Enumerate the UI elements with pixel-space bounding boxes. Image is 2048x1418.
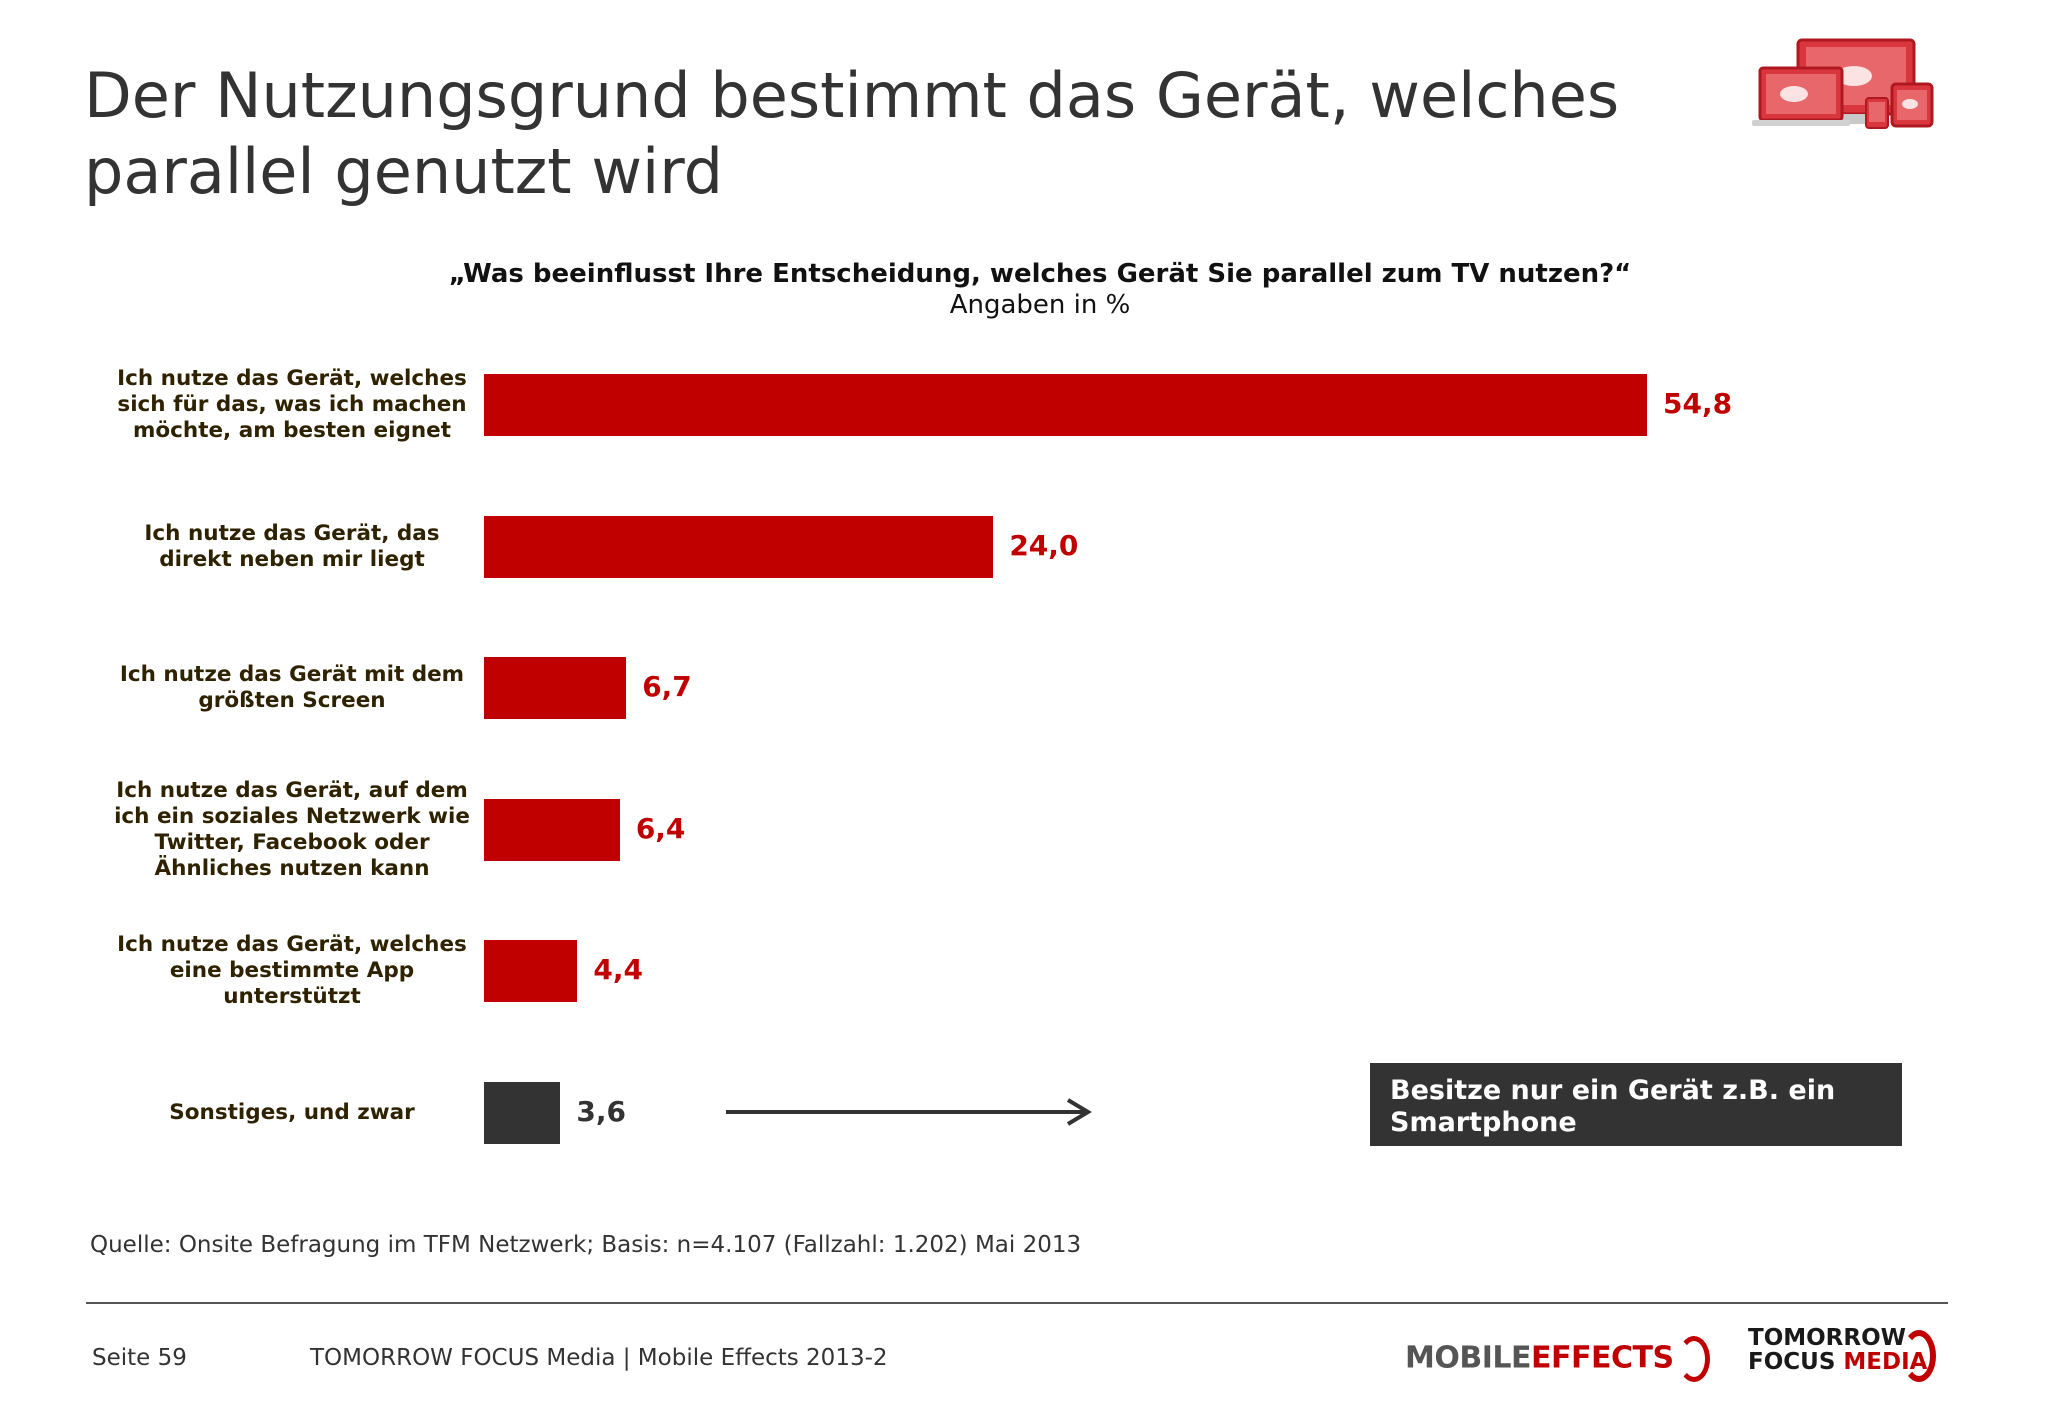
footer-publication: TOMORROW FOCUS Media | Mobile Effects 20… (310, 1345, 888, 1371)
arrow-right-icon (726, 1098, 1092, 1126)
category-label: Ich nutze das Gerät, auf dem ich ein soz… (114, 777, 470, 881)
logo-tomorrow-text: TOMORROW (1748, 1325, 1907, 1351)
footer-divider (86, 1302, 1948, 1304)
logo-effects-text: EFFECTS (1531, 1340, 1674, 1376)
bar (484, 940, 578, 1002)
category-label: Ich nutze das Gerät mit dem größten Scre… (119, 662, 465, 713)
annotation-box: Besitze nur ein Gerät z.B. ein Smartphon… (1370, 1063, 1902, 1146)
source-note: Quelle: Onsite Befragung im TFM Netzwerk… (90, 1232, 1082, 1258)
value-label: 4,4 (593, 953, 643, 986)
value-label: 3,6 (576, 1094, 626, 1128)
page-title: Der Nutzungsgrund bestimmt das Gerät, we… (84, 59, 1620, 208)
chart-question: „Was beeinflusst Ihre Entscheidung, welc… (448, 259, 1632, 289)
logo-focus-text: FOCUS (1748, 1349, 1836, 1375)
mobile-effects-logo: MOBILEEFFECTS (1405, 1336, 1710, 1382)
page-number: Seite 59 (92, 1345, 187, 1371)
logo-mobile-text: MOBILE (1405, 1340, 1532, 1376)
tomorrow-focus-media-logo: TOMORROW FOCUS MEDIA (1748, 1326, 1927, 1374)
bar (484, 515, 994, 578)
bar (484, 657, 627, 719)
bar (484, 374, 1647, 436)
category-label: Ich nutze das Gerät, das direkt neben mi… (144, 520, 440, 572)
category-label: Sonstiges, und zwar (169, 1099, 415, 1125)
value-label: 6,7 (642, 670, 692, 703)
devices-logo-icon (1752, 38, 1934, 129)
logo-ring-icon (1902, 1330, 1936, 1382)
bar (484, 1081, 561, 1144)
category-label: Ich nutze das Gerät, welches sich für da… (117, 366, 467, 443)
value-label: 54,8 (1663, 387, 1733, 420)
value-label: 24,0 (1009, 528, 1079, 562)
chart-unit-label: Angaben in % (949, 290, 1131, 320)
value-label: 6,4 (635, 811, 686, 845)
logo-ring-icon (1677, 1336, 1710, 1382)
category-label: Ich nutze das Gerät, welches eine bestim… (117, 932, 467, 1009)
bar (484, 798, 620, 861)
